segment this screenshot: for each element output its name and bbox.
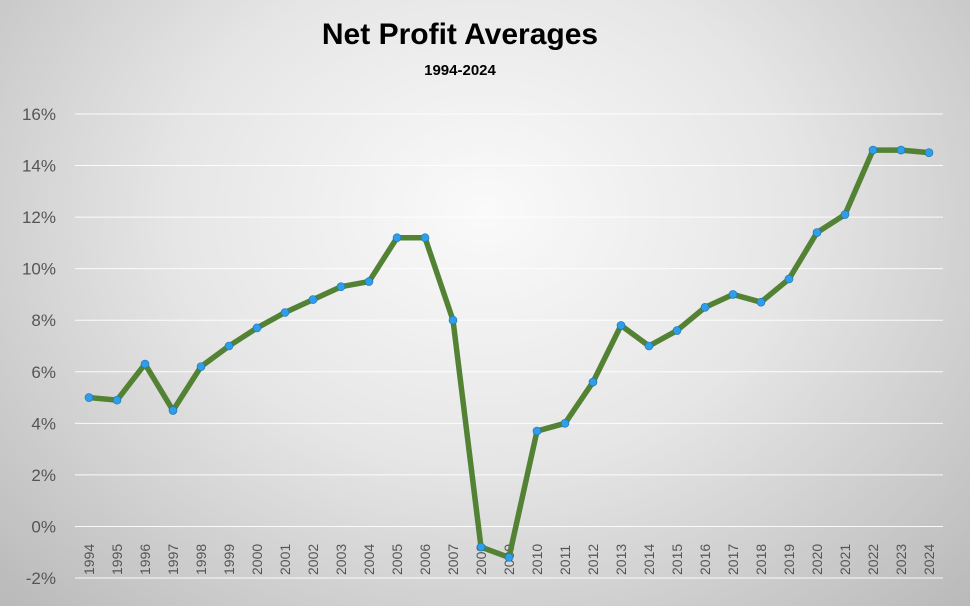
x-tick-label: 2011: [557, 545, 573, 575]
x-tick-label: 2019: [781, 544, 797, 575]
x-tick-label: 1999: [221, 544, 237, 575]
x-axis-ticks: 1994 1995 1996 1997 1998 1999 2000 2001 2002 2003…: [81, 544, 937, 575]
data-point: [840, 210, 850, 219]
y-tick-label: 16%: [22, 105, 56, 124]
data-point: [140, 359, 150, 369]
data-point: [196, 362, 206, 371]
data-point: [112, 395, 122, 405]
y-tick-label: 4%: [31, 414, 56, 433]
data-point: [448, 315, 458, 325]
x-tick-label: 2018: [753, 544, 769, 575]
data-point: [84, 393, 94, 402]
data-point: [532, 426, 542, 436]
y-tick-label: 12%: [22, 208, 56, 227]
data-point: [644, 341, 654, 351]
x-tick-label: 1998: [193, 544, 209, 575]
y-tick-label: 14%: [22, 157, 56, 176]
x-tick-label: 1994: [81, 544, 97, 575]
data-point: [224, 341, 234, 351]
x-tick-label: 2001: [277, 544, 293, 575]
y-tick-label: 8%: [31, 311, 56, 330]
y-tick-label: 0%: [31, 517, 56, 536]
x-tick-label: 2008: [473, 544, 489, 575]
x-tick-label: 1995: [109, 544, 125, 575]
data-point: [364, 277, 374, 286]
y-tick-label: 10%: [22, 260, 56, 279]
x-tick-label: 2006: [417, 544, 433, 575]
x-tick-label: 2007: [445, 544, 461, 575]
y-tick-label: -2%: [26, 569, 56, 588]
data-point: [784, 274, 794, 284]
data-point: [868, 145, 878, 155]
chart-title: Net Profit Averages: [322, 18, 598, 51]
chart-subtitle: 1994-2024: [424, 62, 496, 79]
data-point: [728, 290, 738, 299]
data-point: [308, 295, 318, 304]
x-tick-label: 2010: [529, 544, 545, 575]
data-point: [168, 406, 178, 415]
data-point: [700, 303, 710, 312]
data-point: [504, 553, 514, 562]
gridlines: [75, 113, 943, 579]
x-tick-label: 2017: [725, 544, 741, 575]
data-point: [616, 321, 626, 330]
x-tick-label: 2024: [921, 544, 937, 575]
x-tick-label: 2004: [361, 544, 377, 575]
x-tick-label: 2000: [249, 544, 265, 575]
data-point: [812, 228, 822, 237]
data-point: [280, 308, 290, 317]
data-point: [672, 326, 682, 335]
x-tick-label: 2005: [389, 544, 405, 575]
x-tick-label: 2002: [305, 544, 321, 575]
x-tick-label: 2014: [641, 544, 657, 575]
data-point: [756, 297, 766, 307]
y-tick-label: 6%: [31, 363, 56, 382]
data-point: [336, 282, 346, 292]
x-tick-label: 1997: [165, 544, 181, 575]
data-point: [476, 542, 486, 552]
x-tick-label: 2022: [865, 544, 881, 575]
data-point: [560, 419, 570, 428]
x-tick-label: 2003: [333, 544, 349, 575]
data-point: [588, 377, 598, 387]
x-tick-label: 2016: [697, 544, 713, 575]
series-line: [86, 147, 932, 561]
x-tick-label: 2021: [837, 544, 853, 575]
y-tick-label: 2%: [31, 466, 56, 485]
x-tick-label: 2020: [809, 544, 825, 575]
x-tick-label: 1996: [137, 544, 153, 575]
data-point: [924, 148, 934, 157]
x-tick-label: 2015: [669, 544, 685, 575]
series-layer: [84, 145, 934, 562]
x-tick-label: 2013: [613, 544, 629, 575]
data-point: [392, 233, 402, 243]
data-point: [420, 233, 430, 243]
y-axis-ticks: -2% 0% 2% 4% 6% 8% 10% 12% 14% 16%: [22, 105, 56, 588]
x-tick-label: 2012: [585, 544, 601, 575]
data-point: [896, 145, 906, 155]
data-point: [252, 323, 262, 333]
x-tick-label: 2023: [893, 544, 909, 575]
